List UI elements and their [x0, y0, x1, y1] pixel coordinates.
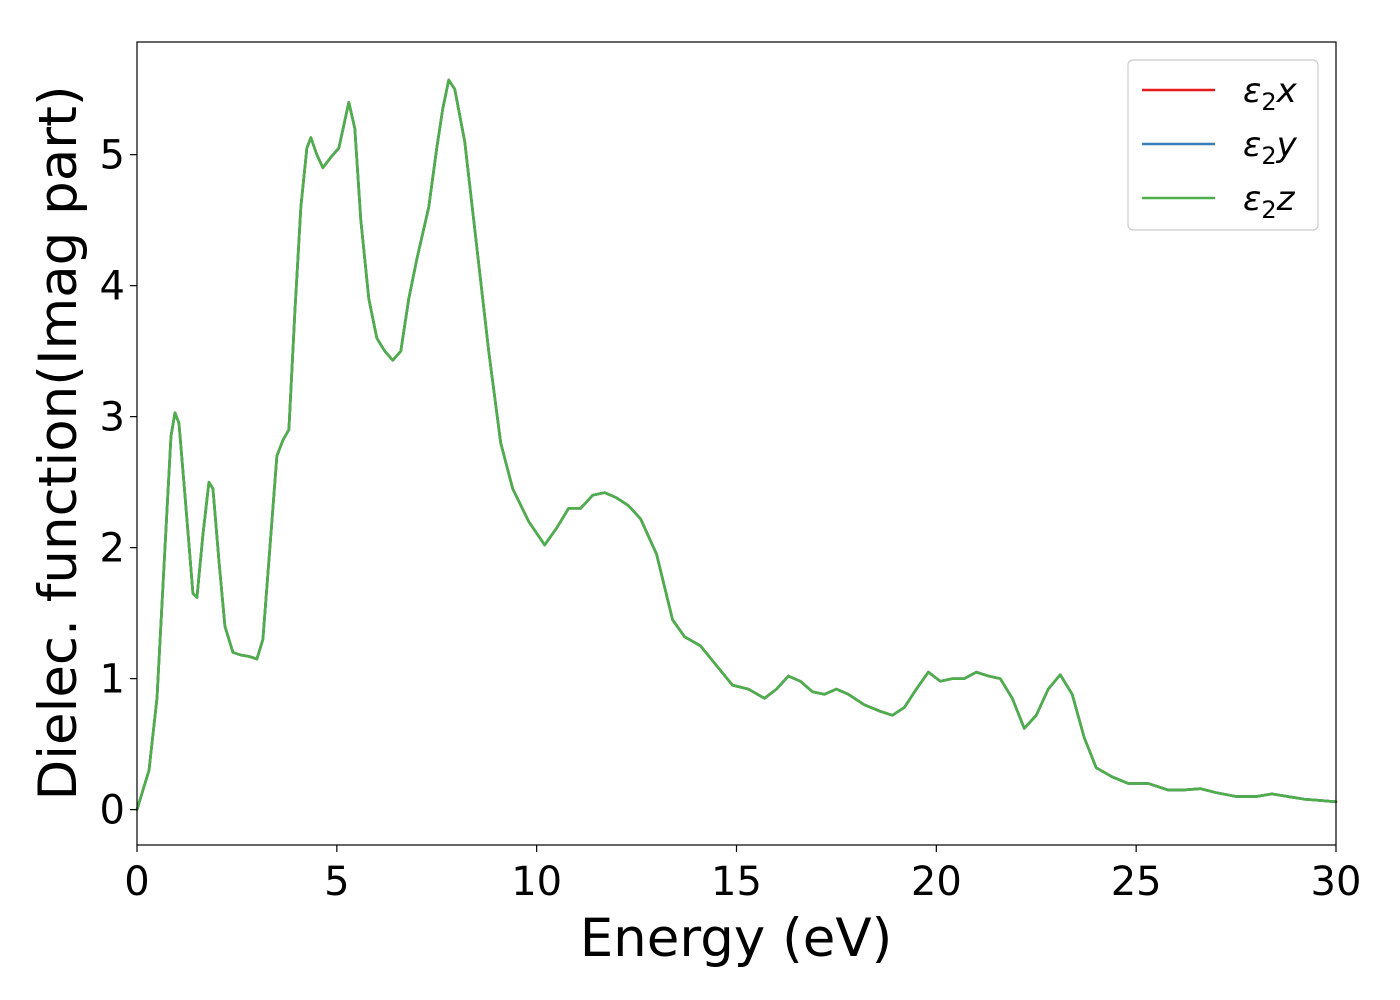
x-tick-label: 0	[124, 859, 149, 905]
y-axis-title: Dielec. function(Imag part)	[28, 85, 89, 800]
legend-label-x: ε2x	[1243, 71, 1298, 116]
x-axis-title: Energy (eV)	[580, 908, 893, 969]
x-tick-label: 25	[1111, 859, 1162, 905]
x-tick-label: 15	[711, 859, 762, 905]
y-tick-label: 0	[100, 788, 125, 834]
x-tick-label: 10	[511, 859, 562, 905]
y-tick-label: 5	[100, 133, 125, 179]
y-tick-label: 2	[100, 526, 125, 572]
x-tick-label: 5	[324, 859, 349, 905]
y-tick-label: 1	[100, 657, 125, 703]
legend-label-y: ε2y	[1243, 125, 1298, 170]
series-line-z	[135, 78, 1338, 811]
y-tick-label: 4	[100, 264, 125, 310]
x-tick-label: 20	[911, 859, 962, 905]
legend-frame	[1127, 59, 1319, 231]
series-layer	[135, 78, 1338, 811]
legend: ε2x ε2y ε2z	[1127, 59, 1319, 231]
x-axis: 0 5 10 15 20 25 30	[124, 845, 1361, 905]
y-tick-label: 3	[100, 395, 125, 441]
x-tick-label: 30	[1311, 859, 1362, 905]
y-axis: 0 1 2 3 4 5	[100, 133, 137, 834]
legend-label-z: ε2z	[1243, 179, 1296, 224]
